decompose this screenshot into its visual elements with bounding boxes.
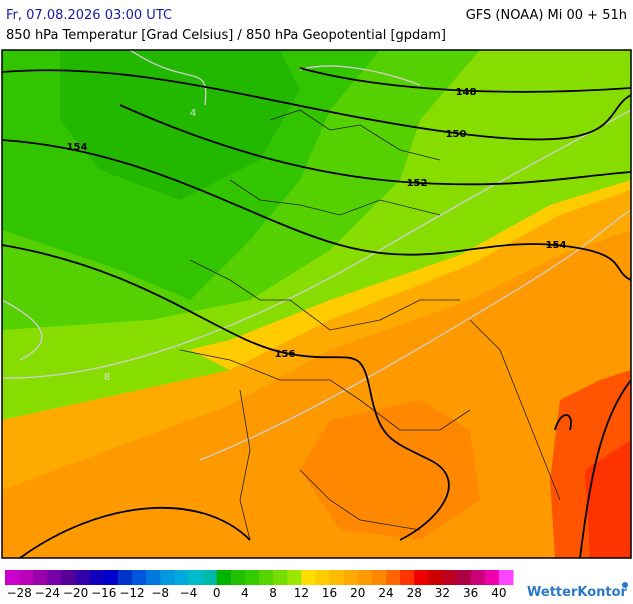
contour-line	[2, 139, 631, 281]
color-swatch	[343, 570, 359, 585]
colorbar-tick-label: −4	[180, 586, 198, 600]
color-swatch	[414, 570, 429, 585]
subtitle: 850 hPa Temperatur [Grad Celsius] / 850 …	[6, 28, 446, 43]
contour-label: 156	[275, 349, 296, 360]
logo: WetterKontor	[527, 585, 628, 600]
color-swatch	[400, 570, 415, 585]
color-swatch	[47, 570, 62, 585]
colorbar-tick-label: −16	[91, 586, 116, 600]
color-swatch	[244, 570, 260, 585]
color-swatch	[428, 570, 443, 585]
color-swatch	[371, 570, 387, 585]
colorbar-tick-label: 20	[350, 586, 365, 600]
color-swatch	[146, 570, 161, 585]
color-swatch	[89, 570, 105, 585]
contour-line	[19, 379, 631, 558]
color-swatch	[259, 570, 274, 585]
temp-field	[60, 50, 300, 200]
contour-label: 154	[67, 142, 88, 153]
color-swatch	[132, 570, 147, 585]
isotherm-label: 4	[190, 108, 196, 119]
colorbar-tick-label: 4	[241, 586, 249, 600]
map-frame	[1, 49, 632, 559]
colorbar-tick-label: 40	[491, 586, 506, 600]
colorbar-tick-label: 12	[294, 586, 309, 600]
colorbar-tick-label: 24	[378, 586, 393, 600]
map: 148 150 152 154 154 156 4 8	[1, 49, 632, 559]
contour-label: 152	[407, 178, 428, 189]
colorbar-tick-label: 16	[322, 586, 337, 600]
temp-field	[585, 440, 631, 558]
color-swatch	[174, 570, 189, 585]
color-swatch	[19, 570, 34, 585]
color-swatch	[470, 570, 486, 585]
color-swatch	[498, 570, 514, 585]
contour-line	[119, 104, 631, 186]
colorbar-tick-label: −12	[119, 586, 144, 600]
contour-label: 148	[456, 87, 477, 98]
colorbar-tick-label: 36	[463, 586, 478, 600]
contour-line	[299, 67, 631, 93]
color-swatch	[357, 570, 373, 585]
contour-line	[2, 244, 450, 541]
color-swatch	[117, 570, 133, 585]
datetime: Fr, 07.08.2026 03:00 UTC	[6, 8, 172, 23]
color-swatch	[103, 570, 119, 585]
colorbar: −28 −24 −20 −16 −12 −8 −4 0 4 8 12 16 20 24 28 32 36 40	[5, 570, 514, 600]
color-swatch	[442, 570, 458, 585]
isotherm	[2, 50, 631, 461]
color-swatch	[75, 570, 91, 585]
color-swatch	[301, 570, 316, 585]
color-swatch	[202, 570, 218, 585]
logo-icon	[622, 582, 628, 588]
color-swatch	[484, 570, 500, 585]
color-swatch	[188, 570, 204, 585]
border	[179, 109, 561, 541]
color-swatch	[33, 570, 48, 585]
color-swatch	[386, 570, 401, 585]
colorbar-tick-label: 8	[269, 586, 277, 600]
colorbar-tick-label: 0	[213, 586, 221, 600]
colorbar-tick-label: −8	[151, 586, 169, 600]
color-swatch	[315, 570, 331, 585]
color-swatch	[216, 570, 232, 585]
contour-label: 150	[446, 129, 467, 140]
colorbar-tick-label: −24	[35, 586, 60, 600]
color-swatch	[230, 570, 246, 585]
colorbar-tick-label: 28	[407, 586, 422, 600]
color-swatch	[160, 570, 175, 585]
model-run: GFS (NOAA) Mi 00 + 51h	[466, 8, 627, 23]
temp-field	[300, 400, 480, 540]
isotherm-label: 8	[104, 372, 110, 383]
color-swatch	[5, 570, 20, 585]
colorbar-tick-label: −28	[6, 586, 31, 600]
contour-line	[2, 69, 631, 141]
colorbar-tick-label: 32	[435, 586, 450, 600]
color-swatch	[456, 570, 472, 585]
temp-field	[2, 350, 230, 420]
contour-label: 154	[546, 240, 567, 251]
color-swatch	[329, 570, 345, 585]
colorbar-tick-label: −20	[63, 586, 88, 600]
color-swatch	[61, 570, 77, 585]
color-swatch	[273, 570, 288, 585]
color-swatch	[287, 570, 302, 585]
